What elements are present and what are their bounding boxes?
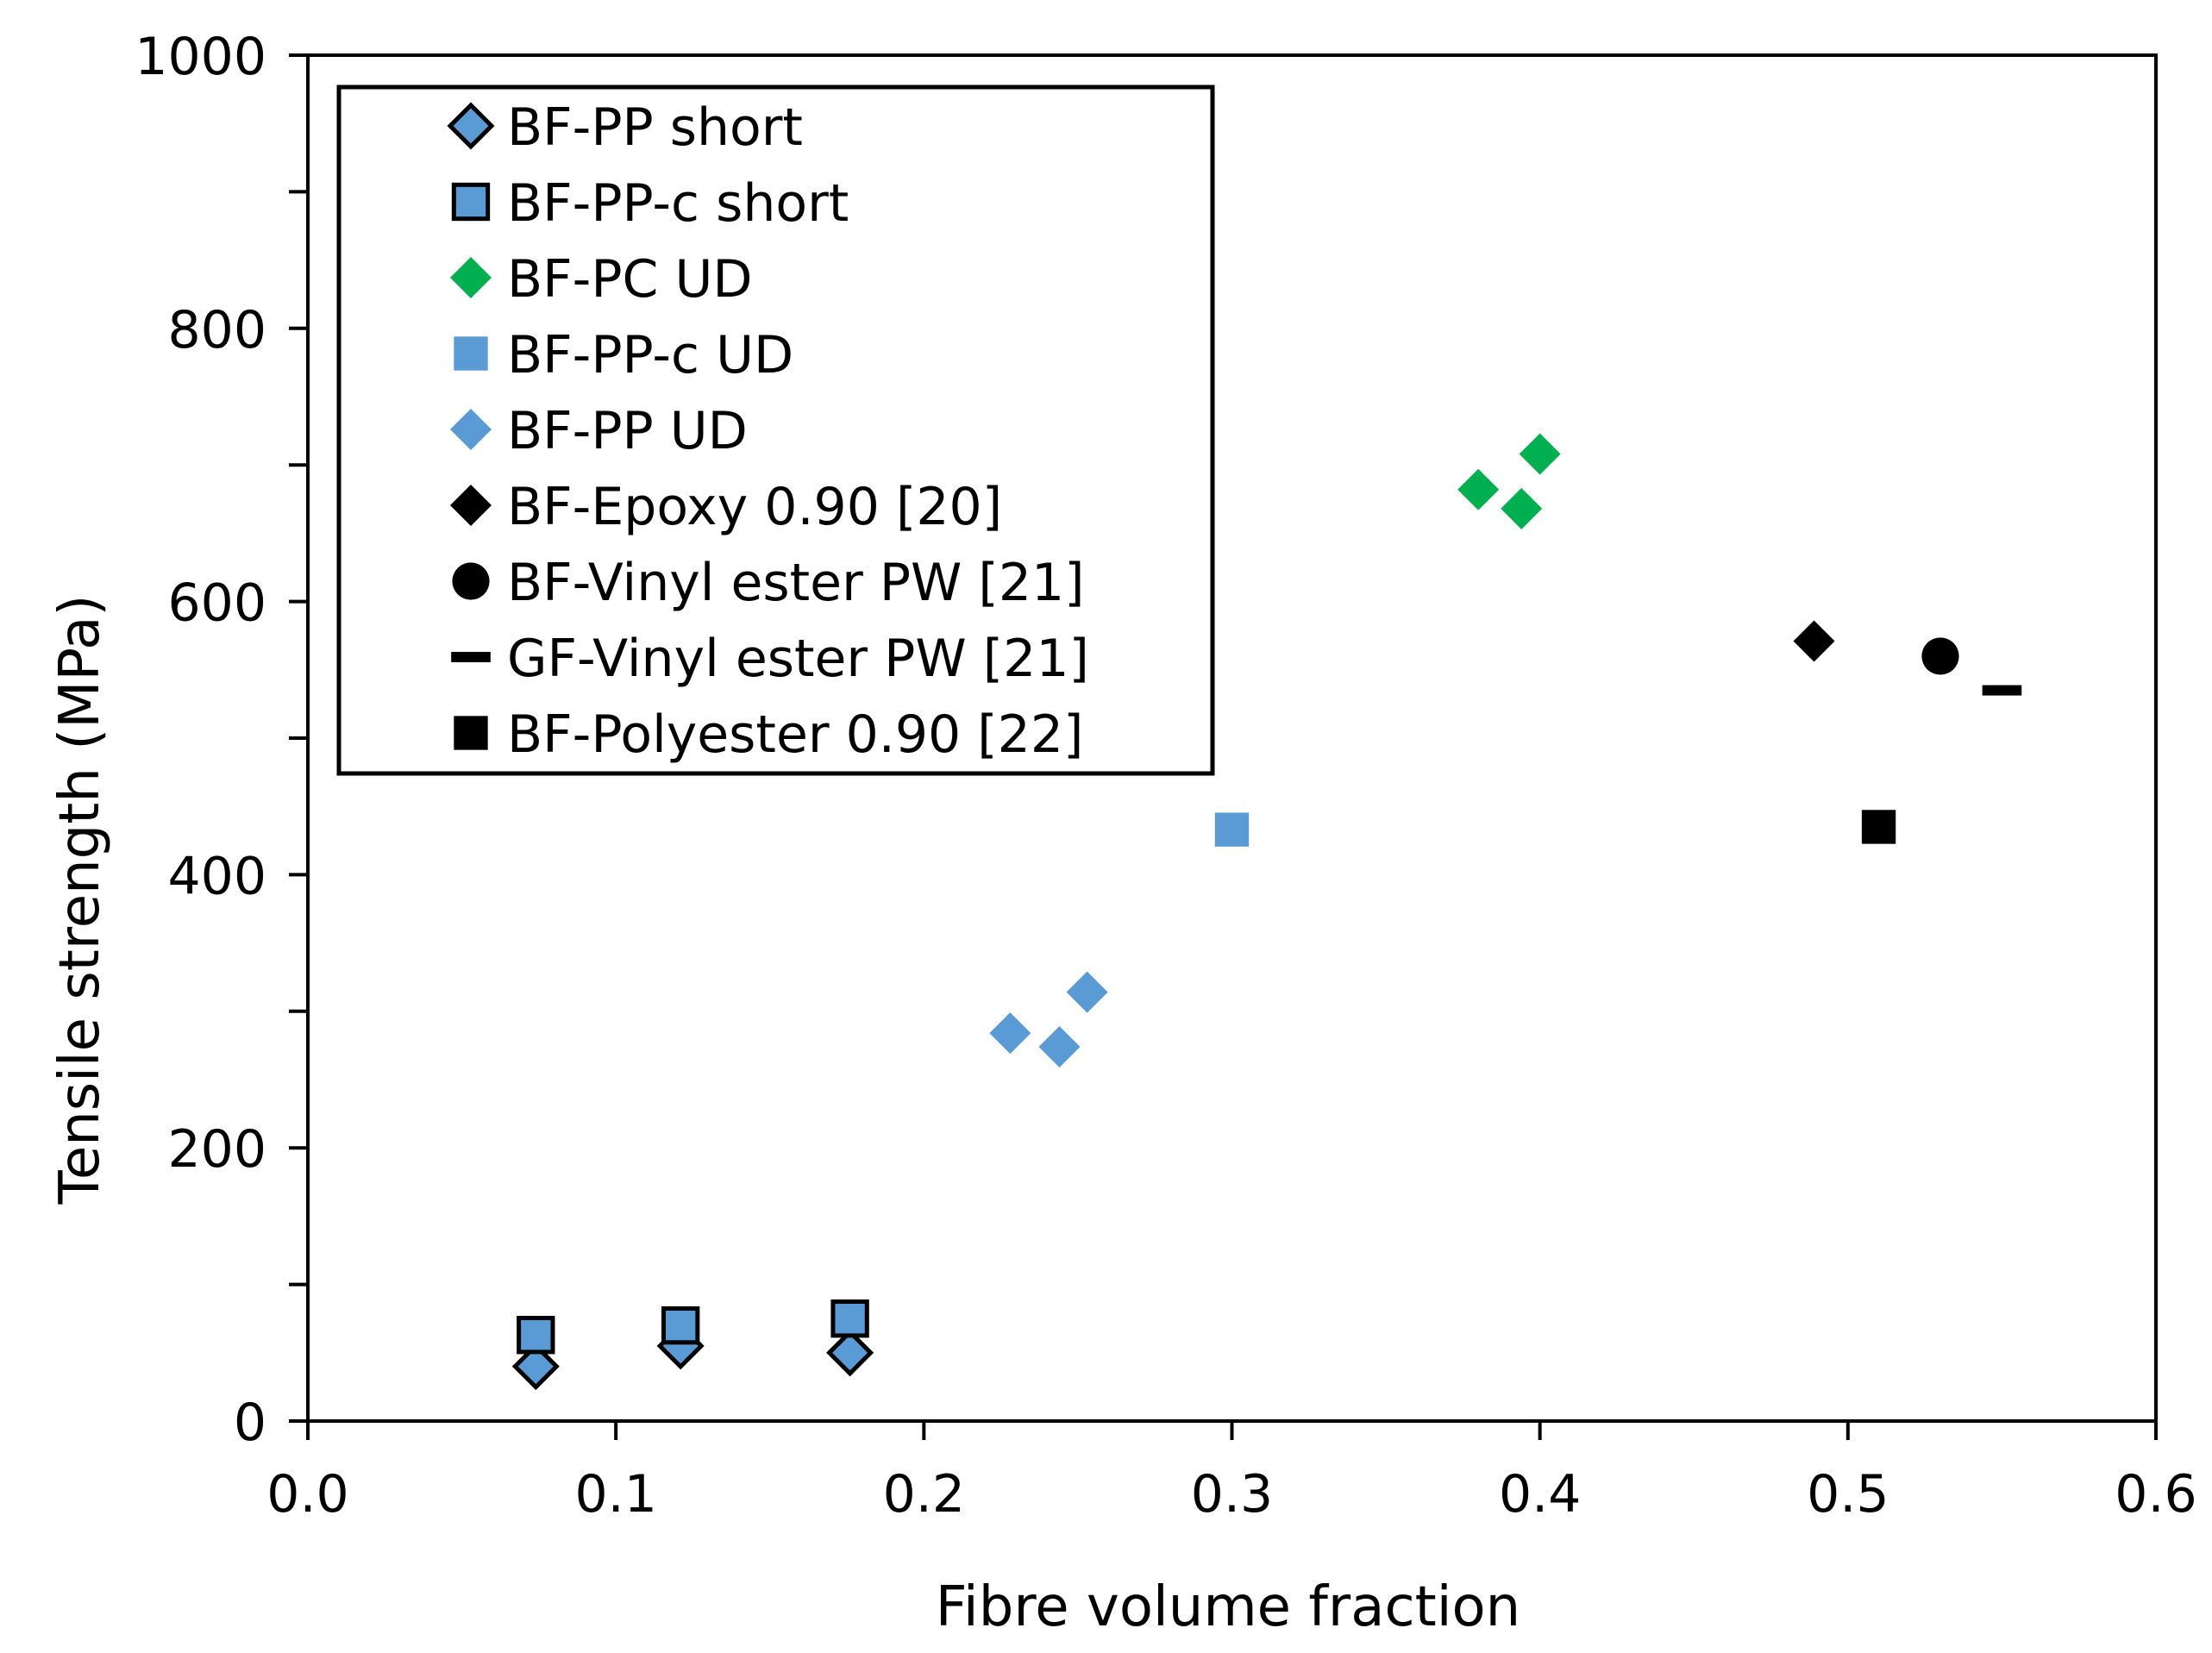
x-tick-label: 0.4 (1499, 1464, 1581, 1525)
legend-label: BF-PP-c short (507, 173, 849, 234)
series-4 (1214, 812, 1250, 847)
data-point (511, 1343, 560, 1391)
legend-item: BF-PP-c short (451, 173, 849, 234)
legend-label: BF-PP short (507, 97, 803, 158)
legend-item: BF-PP short (447, 97, 803, 158)
data-point (1038, 1025, 1081, 1068)
y-axis-label: Tensile strength (MPa) (48, 595, 112, 1205)
legend-item: GF-Vinyl ester PW [21] (451, 629, 1089, 689)
series-6 (1793, 620, 1835, 662)
legend-item: BF-Vinyl ester PW [21] (452, 553, 1085, 613)
legend-marker (454, 716, 488, 750)
legend-item: BF-PC UD (450, 249, 753, 310)
legend-marker (450, 257, 492, 298)
data-point (1501, 487, 1543, 529)
data-point (1861, 810, 1896, 844)
legend-label: BF-PP UD (507, 401, 748, 461)
legend-item: BF-PP UD (450, 401, 748, 461)
legend-marker (452, 562, 490, 600)
series-5 (989, 971, 1108, 1068)
legend-label: BF-Polyester 0.90 [22] (507, 704, 1083, 765)
legend: BF-PP short BF-PP-c short BF-PC UD BF-PP-c … (336, 85, 1215, 776)
data-point (517, 1316, 555, 1355)
legend-label: GF-Vinyl ester PW [21] (507, 629, 1089, 689)
legend-marker (451, 182, 491, 222)
data-point (1982, 685, 2022, 696)
legend-item: BF-PP-c UD (454, 325, 793, 385)
data-point (830, 1299, 869, 1338)
x-tick-label: 0.1 (574, 1464, 656, 1525)
legend-item: BF-Polyester 0.90 [22] (454, 704, 1083, 765)
y-tick-label: 1000 (135, 27, 266, 87)
legend-label: BF-PC UD (507, 249, 753, 310)
series-2 (517, 1299, 869, 1355)
legend-label: BF-Epoxy 0.90 [20] (507, 477, 1002, 537)
legend-marker (447, 102, 495, 150)
data-point (1921, 637, 1959, 675)
data-point (1793, 620, 1835, 662)
legend-item: BF-Epoxy 0.90 [20] (450, 477, 1002, 537)
series-8 (1982, 685, 2022, 696)
x-tick-label: 0.5 (1807, 1464, 1889, 1525)
legend-marker (454, 336, 488, 371)
x-tick-label: 0.0 (266, 1464, 348, 1525)
data-point (826, 1329, 874, 1377)
x-tick-label: 0.3 (1191, 1464, 1273, 1525)
legend-marker (450, 409, 492, 450)
y-tick-label: 0 (234, 1393, 266, 1453)
y-tick-label: 600 (167, 573, 266, 634)
data-point (1214, 812, 1250, 847)
series-9 (1861, 810, 1896, 844)
x-axis-label: Fibre volume fraction (936, 1575, 1520, 1639)
data-marks (511, 433, 2022, 1391)
series-1 (511, 1322, 874, 1391)
legend-marker (451, 652, 491, 662)
data-point (1457, 468, 1500, 510)
legend-marker (450, 485, 492, 526)
y-tick-label: 800 (167, 300, 266, 360)
legend-label: BF-PP-c UD (507, 325, 793, 385)
axes: 0 200 400 600 800 1000 0.0 0.1 0.2 0.3 0.4 0.5 0.6 (135, 27, 2196, 1525)
data-point (1519, 433, 1561, 475)
data-point (1066, 971, 1108, 1013)
data-point (661, 1305, 700, 1345)
x-tick-label: 0.6 (2115, 1464, 2196, 1525)
data-point (989, 1012, 1031, 1055)
y-tick-label: 200 (167, 1119, 266, 1180)
series-7 (1921, 637, 1959, 675)
x-tick-label: 0.2 (883, 1464, 965, 1525)
series-3 (1457, 433, 1561, 529)
legend-label: BF-Vinyl ester PW [21] (507, 553, 1085, 613)
y-tick-label: 400 (167, 846, 266, 906)
